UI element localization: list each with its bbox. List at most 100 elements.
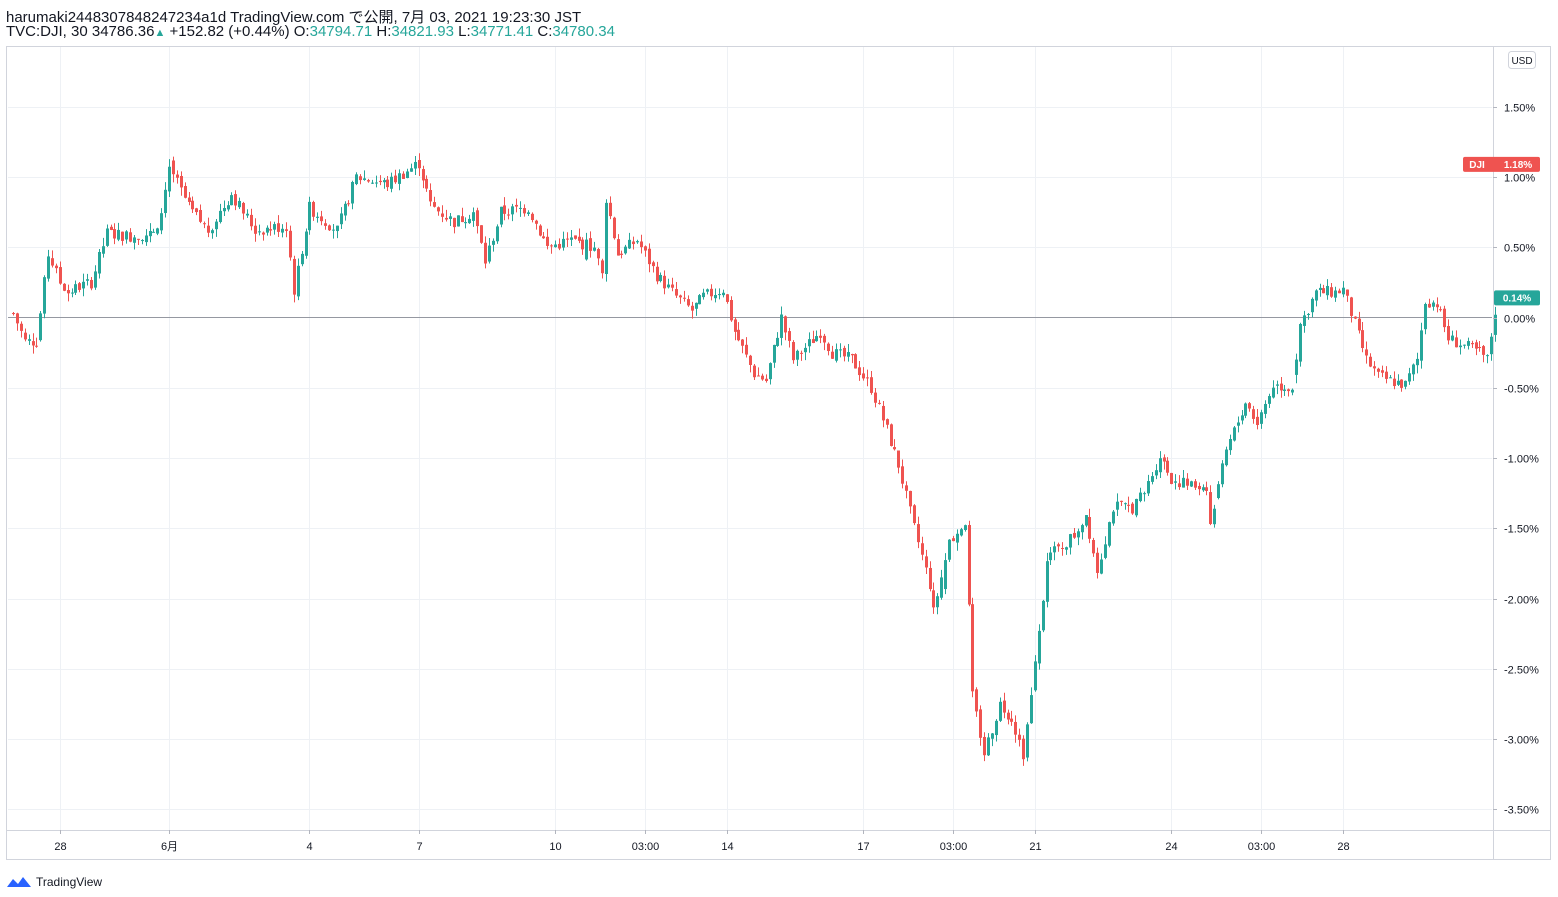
candle-body — [1170, 472, 1173, 484]
candle-body — [445, 217, 448, 220]
candle-body — [293, 258, 296, 295]
candle-body — [145, 235, 148, 243]
candle-body — [687, 299, 690, 306]
candle-body — [1291, 389, 1294, 393]
candle-body — [1014, 721, 1017, 735]
candle-body — [757, 375, 760, 377]
candles — [12, 153, 1497, 766]
candle-body — [63, 283, 66, 291]
candle-body — [1319, 287, 1322, 291]
candle-body — [1096, 552, 1099, 573]
candle-body — [671, 284, 674, 288]
candle-body — [1159, 458, 1162, 473]
x-tick-label: 4 — [306, 841, 312, 853]
candle-body — [913, 505, 916, 524]
price-scale[interactable]: 1.50% 1.00% 0.50% 0.00% -0.50% -1.00% -1.50% -2… — [1493, 103, 1539, 817]
candle-body — [1135, 498, 1138, 516]
candle-body — [1178, 483, 1181, 488]
candle-body — [1205, 487, 1208, 491]
candle-body — [152, 231, 155, 233]
candle-body — [398, 173, 401, 184]
candle-body — [230, 195, 233, 206]
candle-body — [1163, 457, 1166, 462]
candle-body — [1092, 540, 1095, 554]
candle-body — [1478, 347, 1481, 349]
candle-body — [632, 241, 635, 245]
candle-body — [749, 355, 752, 365]
candle-body — [542, 236, 545, 239]
currency-label: USD — [1511, 56, 1532, 67]
candle-body — [78, 283, 81, 290]
candle-body — [464, 222, 467, 224]
candle-body — [141, 240, 144, 242]
candle-body — [1307, 313, 1310, 315]
candle-body — [324, 223, 327, 226]
candle-body — [35, 345, 38, 347]
candle-body — [1365, 349, 1368, 356]
currency-button[interactable]: USD — [1508, 51, 1536, 69]
ohlc-legend: TVC:DJI, 30 34786.36▲ +152.82 (+0.44%) O… — [6, 23, 615, 40]
candle-body — [453, 217, 456, 228]
candle-body — [1455, 337, 1458, 348]
candle-body — [102, 246, 105, 254]
candle-body — [1283, 389, 1286, 391]
candle-body — [211, 230, 214, 234]
candle-body — [273, 224, 276, 230]
candle-body — [1338, 290, 1341, 294]
candle-body — [1428, 303, 1431, 308]
candle-body — [223, 208, 226, 212]
candle-body — [227, 205, 230, 210]
candle-body — [1194, 481, 1197, 488]
candle-body — [71, 292, 74, 294]
candle-body — [1342, 287, 1345, 295]
candle-body — [788, 331, 791, 341]
candle-body — [12, 313, 15, 315]
candle-body — [51, 258, 54, 266]
candle-body — [496, 226, 499, 242]
candle-body — [137, 238, 140, 240]
candle-body — [628, 239, 631, 249]
candle-body — [675, 289, 678, 296]
candle-body — [1065, 547, 1068, 550]
candle-body — [1174, 481, 1177, 483]
candle-body — [1057, 544, 1060, 547]
candle-body — [422, 169, 425, 181]
candle-body — [1030, 695, 1033, 724]
candle-body — [1198, 485, 1201, 490]
candle-body — [203, 223, 206, 225]
candle-body — [1439, 309, 1442, 311]
candle-body — [765, 378, 768, 382]
candle-body — [86, 279, 89, 281]
candle-body — [242, 202, 245, 214]
y-tick-label: -0.50% — [1504, 384, 1539, 396]
candle-body — [437, 207, 440, 212]
candle-body — [468, 218, 471, 224]
candle-body — [823, 335, 826, 343]
y-tick-label: -1.00% — [1504, 454, 1539, 466]
candle-body — [839, 349, 842, 351]
candle-body — [113, 229, 116, 239]
candle-body — [1451, 335, 1454, 341]
candle-body — [406, 171, 409, 179]
candle-body — [484, 242, 487, 264]
candle-body — [344, 203, 347, 216]
candle-body — [234, 194, 237, 206]
candle-body — [441, 213, 444, 217]
candle-body — [312, 202, 315, 217]
candle-body — [726, 294, 729, 302]
candle-body — [371, 182, 374, 184]
candle-body — [1186, 478, 1189, 486]
candle-body — [1447, 326, 1450, 341]
candle-body — [336, 225, 339, 232]
candle-body — [433, 202, 436, 207]
candle-body — [1385, 371, 1388, 379]
candle-body — [1276, 384, 1279, 386]
candle-body — [199, 209, 202, 222]
candle-body — [1139, 492, 1142, 502]
candle-body — [195, 208, 198, 213]
candle-body — [386, 179, 389, 188]
open-label: O: — [293, 23, 310, 40]
candle-body — [55, 265, 58, 269]
time-scale[interactable]: 28 6月 4 7 10 03:00 14 17 03:00 21 24 03:00 28 — [54, 830, 1350, 853]
